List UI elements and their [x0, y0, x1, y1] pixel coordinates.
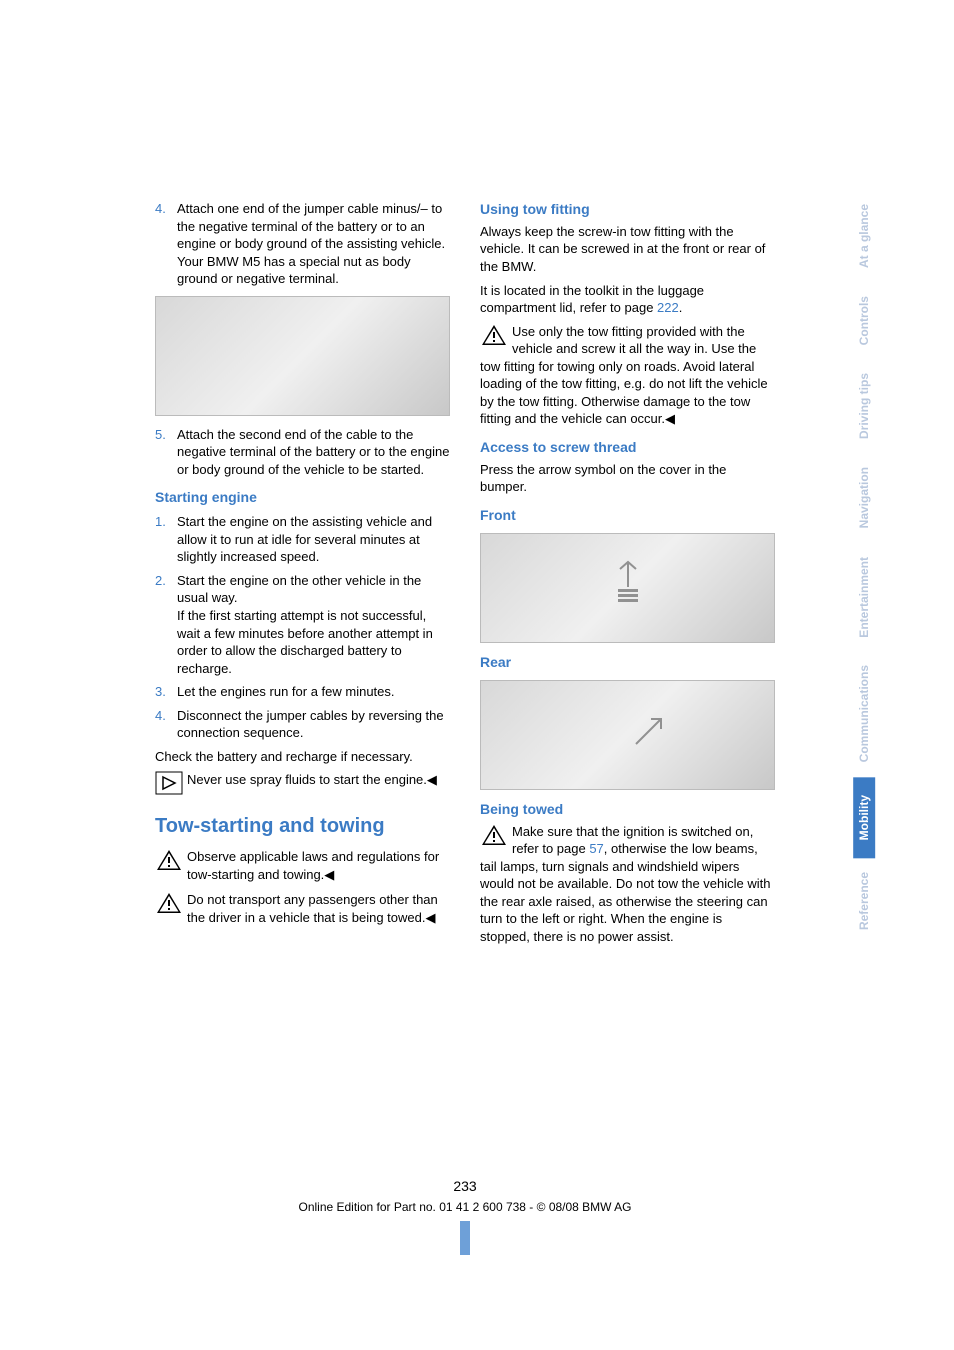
list-item: 2. Start the engine on the other vehicle…: [155, 572, 450, 677]
end-marker-icon: ◀: [425, 910, 435, 925]
list-text: Disconnect the jumper cables by reversin…: [177, 707, 450, 742]
warning-triangle-icon: [155, 848, 183, 872]
body-text: Start the engine on the other vehicle in…: [177, 573, 421, 606]
arrow-icon: [608, 557, 648, 607]
list-number: 3.: [155, 683, 177, 701]
list-text: Attach the second end of the cable to th…: [177, 426, 450, 479]
right-column: Using tow fitting Always keep the screw-…: [480, 200, 775, 953]
heading-rear: Rear: [480, 653, 775, 672]
body-text: It is located in the toolkit in the lugg…: [480, 282, 775, 317]
warning-note: Do not transport any passengers other th…: [155, 891, 450, 926]
end-marker-icon: ◀: [665, 411, 675, 426]
list-item: 3. Let the engines run for a few minutes…: [155, 683, 450, 701]
engine-bay-illustration: [155, 296, 450, 416]
body-text: Always keep the screw-in tow fitting wit…: [480, 223, 775, 276]
tab-communications[interactable]: Communications: [856, 651, 872, 776]
list-item: 5. Attach the second end of the cable to…: [155, 426, 450, 479]
heading-tow-starting: Tow-starting and towing: [155, 813, 450, 840]
body-text: Do not transport any passengers other th…: [187, 892, 438, 925]
warning-triangle-icon: [155, 891, 183, 915]
body-text: Observe applicable laws and regulations …: [187, 849, 439, 882]
end-marker-icon: ◀: [427, 772, 437, 787]
list-text: Start the engine on the other vehicle in…: [177, 572, 450, 677]
tab-entertainment[interactable]: Entertainment: [856, 543, 872, 652]
list-item: 1. Start the engine on the assisting veh…: [155, 513, 450, 566]
body-text: If the first starting attempt is not suc…: [177, 608, 433, 676]
front-bumper-illustration: [480, 533, 775, 643]
body-text: .: [679, 300, 683, 315]
body-text: Press the arrow symbol on the cover in t…: [480, 461, 775, 496]
body-text: Your BMW M5 has a special nut as body gr…: [177, 254, 411, 287]
heading-front: Front: [480, 506, 775, 525]
body-text: Use only the tow fitting provided with t…: [480, 324, 768, 427]
tab-at-a-glance[interactable]: At a glance: [856, 190, 872, 282]
warning-triangle-icon: [480, 323, 508, 347]
list-number: 1.: [155, 513, 177, 566]
heading-starting-engine: Starting engine: [155, 488, 450, 507]
tab-driving-tips[interactable]: Driving tips: [856, 359, 872, 453]
warning-note: Observe applicable laws and regulations …: [155, 848, 450, 883]
list-text: Attach one end of the jumper cable minus…: [177, 200, 450, 288]
tab-controls[interactable]: Controls: [856, 282, 872, 359]
heading-access-screw-thread: Access to screw thread: [480, 438, 775, 457]
page-footer: 233 Online Edition for Part no. 01 41 2 …: [155, 1177, 775, 1255]
footer-accent-bar: [460, 1221, 470, 1255]
list-number: 4.: [155, 200, 177, 288]
list-number: 4.: [155, 707, 177, 742]
body-text: Never use spray fluids to start the engi…: [187, 772, 427, 787]
end-marker-icon: ◀: [324, 867, 334, 882]
list-number: 5.: [155, 426, 177, 479]
tab-mobility[interactable]: Mobility: [853, 777, 875, 858]
list-number: 2.: [155, 572, 177, 677]
page-link[interactable]: 222: [657, 300, 679, 315]
tab-reference[interactable]: Reference: [856, 858, 872, 944]
page-link[interactable]: 57: [589, 841, 603, 856]
warning-triangle-icon: [480, 823, 508, 847]
info-note: Never use spray fluids to start the engi…: [155, 771, 450, 795]
body-text: Check the battery and recharge if necess…: [155, 748, 450, 766]
list-item: 4. Disconnect the jumper cables by rever…: [155, 707, 450, 742]
tab-navigation[interactable]: Navigation: [856, 453, 872, 542]
list-text: Start the engine on the assisting vehicl…: [177, 513, 450, 566]
warning-note: Use only the tow fitting provided with t…: [480, 323, 775, 428]
body-text: , otherwise the low beams, tail lamps, t…: [480, 841, 771, 944]
arrow-icon: [626, 704, 676, 754]
heading-using-tow-fitting: Using tow fitting: [480, 200, 775, 219]
page-number: 233: [155, 1177, 775, 1196]
left-column: 4. Attach one end of the jumper cable mi…: [155, 200, 450, 953]
body-text: Attach one end of the jumper cable minus…: [177, 201, 445, 251]
section-tabs: At a glance Controls Driving tips Naviga…: [854, 190, 874, 944]
edition-text: Online Edition for Part no. 01 41 2 600 …: [155, 1199, 775, 1215]
info-triangle-icon: [155, 771, 183, 795]
rear-bumper-illustration: [480, 680, 775, 790]
list-item: 4. Attach one end of the jumper cable mi…: [155, 200, 450, 288]
heading-being-towed: Being towed: [480, 800, 775, 819]
warning-note: Make sure that the ignition is switched …: [480, 823, 775, 946]
list-text: Let the engines run for a few minutes.: [177, 683, 450, 701]
